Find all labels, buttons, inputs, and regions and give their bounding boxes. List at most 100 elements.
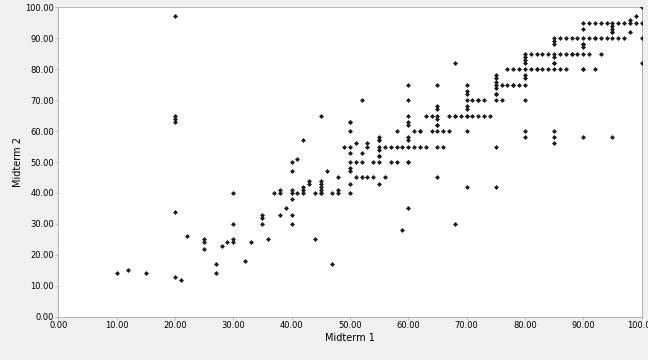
Point [356, 159, 367, 165]
Point [526, 51, 536, 57]
Point [345, 119, 355, 125]
Point [351, 140, 361, 146]
Point [479, 113, 489, 118]
Point [409, 128, 419, 134]
Point [473, 113, 483, 118]
Point [222, 240, 233, 246]
Point [520, 82, 530, 87]
Point [607, 26, 618, 32]
Point [391, 159, 402, 165]
Point [607, 134, 618, 140]
Point [345, 168, 355, 174]
Point [461, 107, 472, 112]
Point [211, 271, 221, 276]
Point [543, 51, 553, 57]
Point [286, 196, 297, 202]
Point [461, 97, 472, 103]
Point [485, 113, 495, 118]
Point [298, 190, 308, 196]
Point [374, 153, 384, 159]
Point [537, 51, 548, 57]
Point [351, 175, 361, 180]
Point [228, 221, 238, 227]
Point [123, 267, 133, 273]
Point [578, 134, 588, 140]
Point [596, 51, 606, 57]
Point [450, 113, 460, 118]
Point [566, 51, 577, 57]
Point [520, 66, 530, 72]
Point [386, 144, 396, 149]
Point [281, 206, 291, 211]
Point [263, 237, 273, 242]
Point [199, 240, 209, 246]
Point [403, 82, 413, 87]
Point [228, 190, 238, 196]
Point [572, 51, 583, 57]
Point [531, 51, 542, 57]
Point [590, 35, 600, 41]
Point [170, 14, 180, 19]
Point [520, 51, 530, 57]
Point [607, 29, 618, 35]
Point [590, 35, 600, 41]
Point [403, 138, 413, 143]
Point [491, 76, 501, 81]
Point [228, 240, 238, 246]
Point [321, 168, 332, 174]
Point [467, 97, 478, 103]
Point [607, 35, 618, 41]
Point [228, 237, 238, 242]
Point [578, 35, 588, 41]
Point [566, 35, 577, 41]
Point [286, 159, 297, 165]
Point [549, 60, 559, 66]
Point [170, 119, 180, 125]
Point [374, 147, 384, 153]
Point [520, 72, 530, 78]
Point [601, 35, 612, 41]
Point [403, 159, 413, 165]
Point [298, 187, 308, 193]
Point [426, 128, 437, 134]
Point [356, 97, 367, 103]
Point [362, 144, 373, 149]
Point [549, 41, 559, 47]
Point [286, 212, 297, 217]
Point [327, 190, 338, 196]
Point [491, 78, 501, 84]
Point [403, 159, 413, 165]
Point [572, 35, 583, 41]
Point [456, 113, 466, 118]
Point [362, 140, 373, 146]
Point [257, 212, 268, 217]
Point [491, 91, 501, 97]
Point [607, 29, 618, 35]
Point [415, 144, 425, 149]
Point [327, 261, 338, 267]
Point [403, 134, 413, 140]
Point [316, 184, 326, 190]
Point [286, 168, 297, 174]
Point [549, 35, 559, 41]
Point [561, 35, 571, 41]
Point [631, 14, 641, 19]
Point [461, 128, 472, 134]
Point [298, 184, 308, 190]
Point [391, 128, 402, 134]
Point [275, 212, 285, 217]
Point [111, 271, 122, 276]
Point [502, 66, 513, 72]
Point [432, 113, 443, 118]
Point [432, 82, 443, 87]
Point [339, 144, 349, 149]
Point [316, 181, 326, 186]
Point [386, 159, 396, 165]
Point [181, 233, 192, 239]
Point [491, 72, 501, 78]
Point [368, 159, 378, 165]
Point [374, 144, 384, 149]
Point [596, 20, 606, 26]
Point [502, 82, 513, 87]
Point [269, 190, 279, 196]
